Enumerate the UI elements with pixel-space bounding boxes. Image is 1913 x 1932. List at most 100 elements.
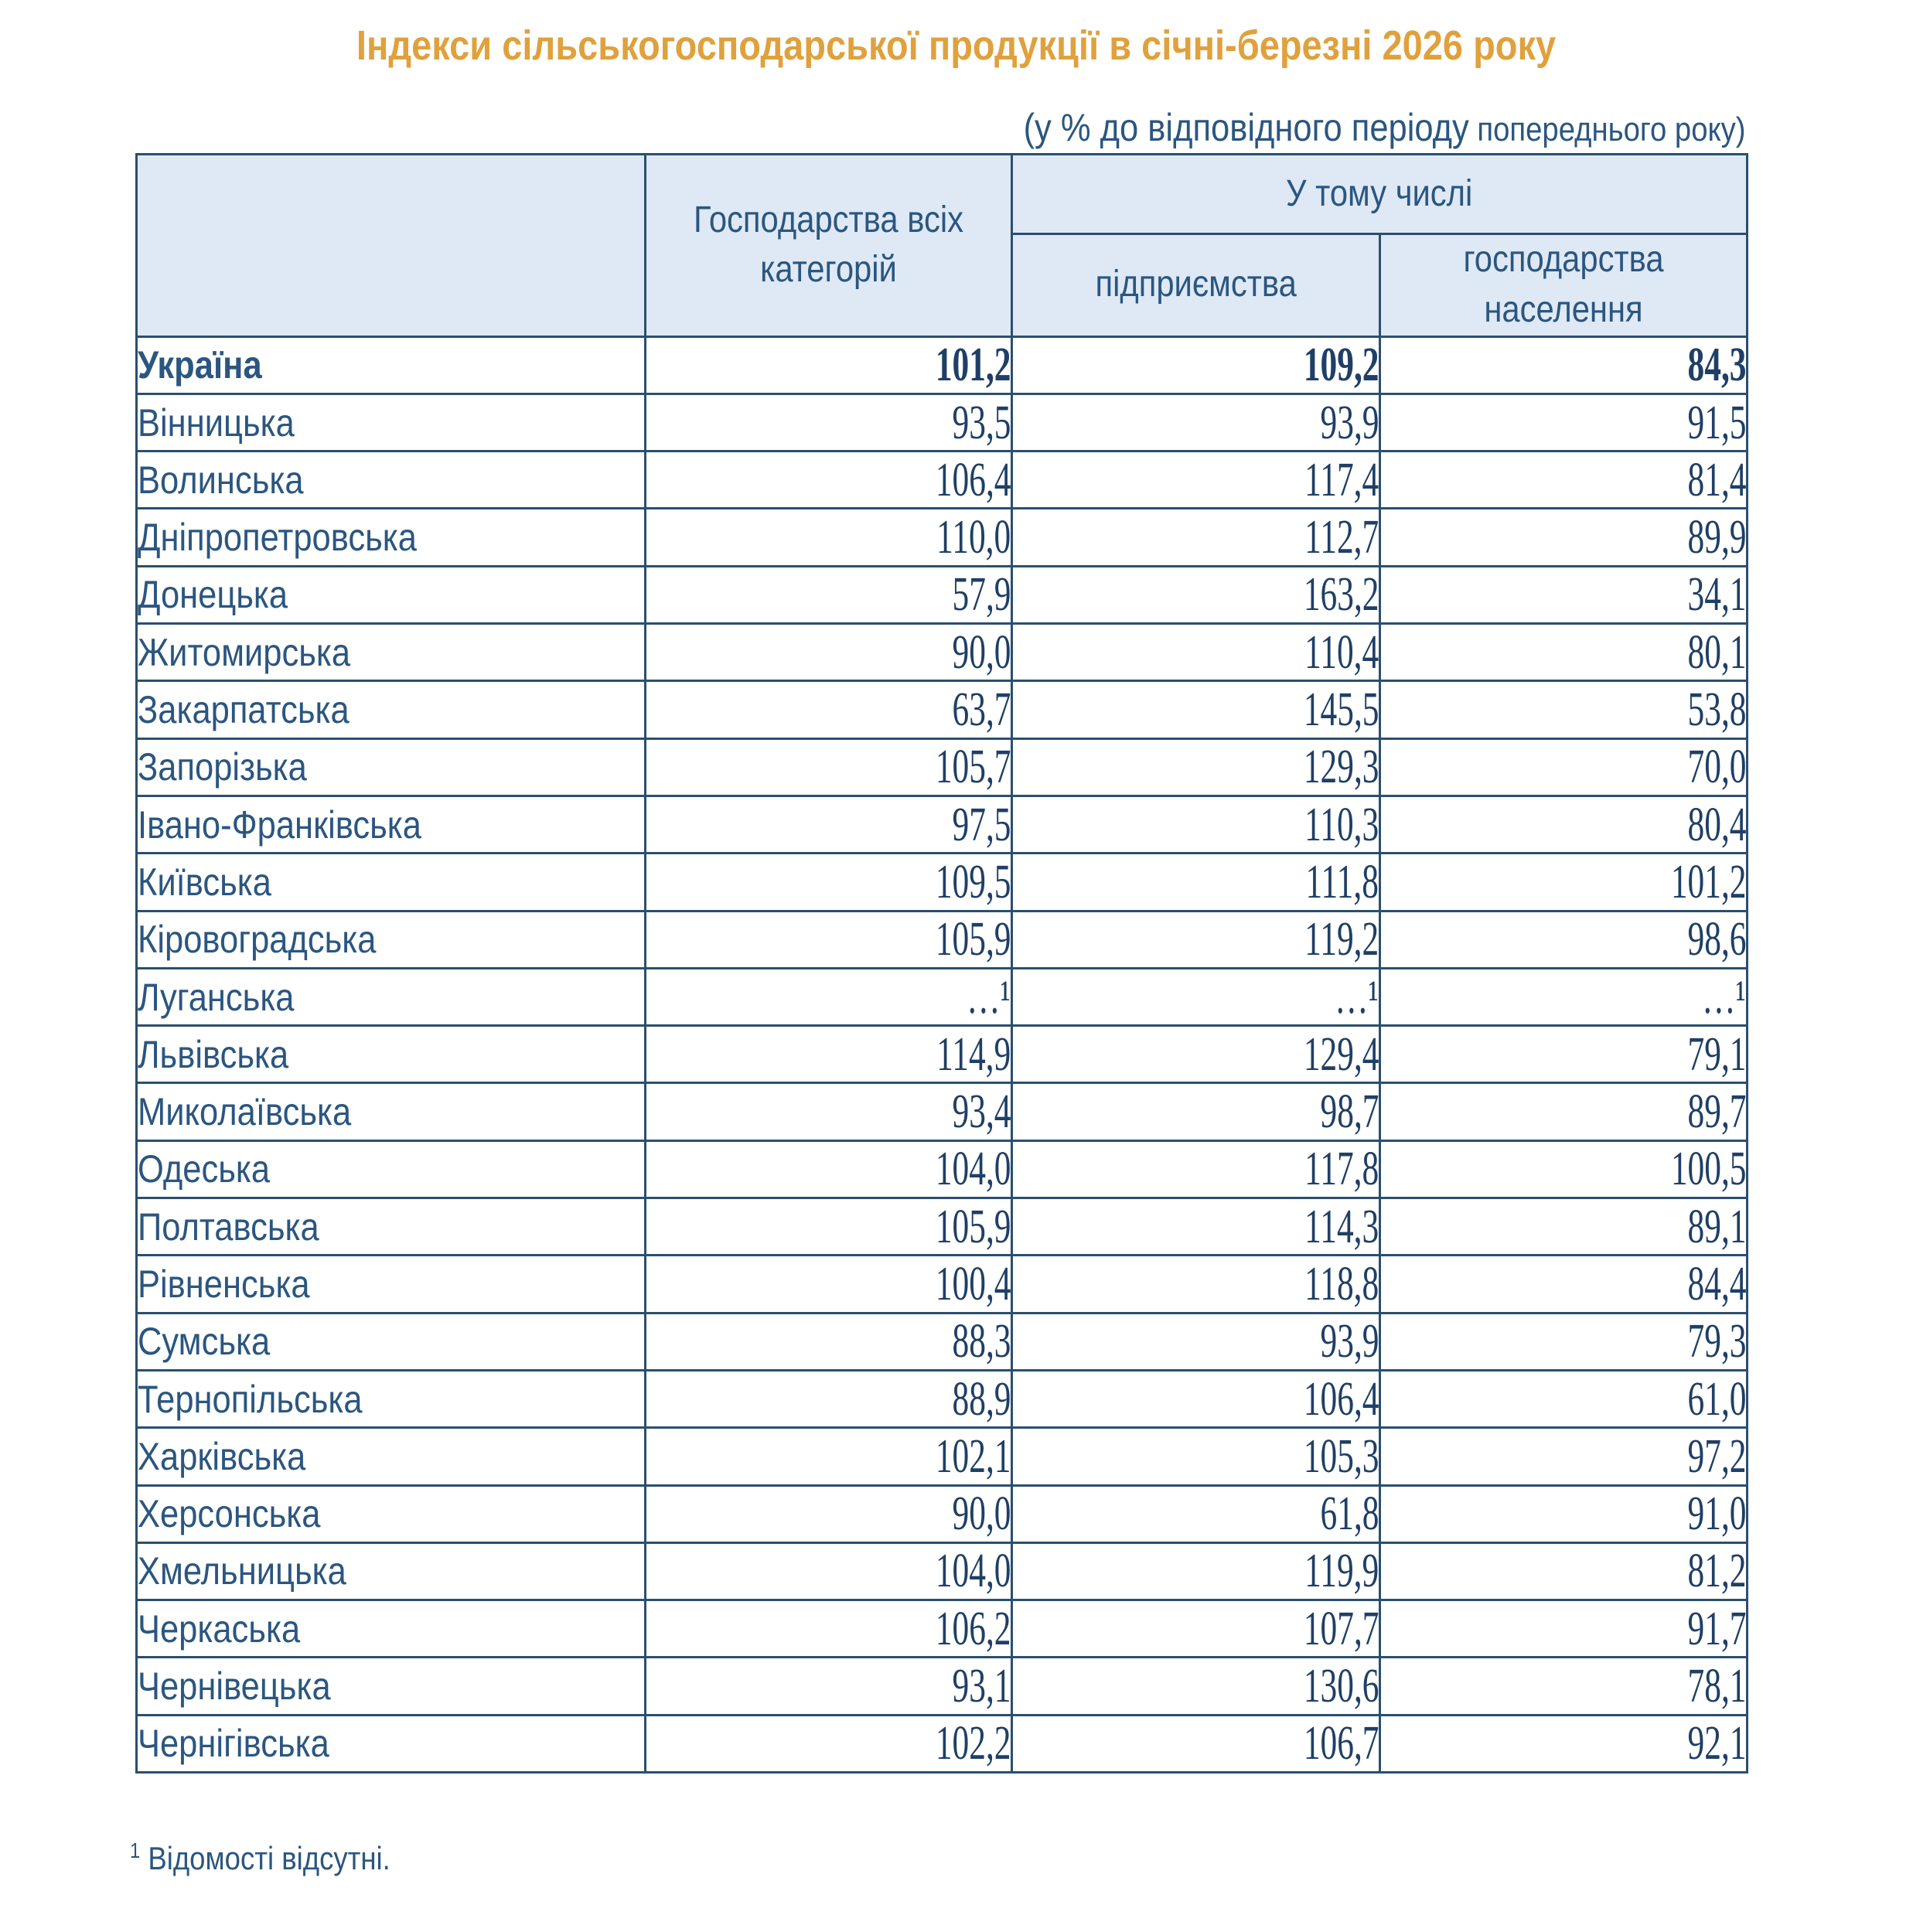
value-households: 91,0 xyxy=(1687,1487,1746,1541)
value-all-farms: 105,7 xyxy=(935,741,1011,794)
value-enterprises: 130,6 xyxy=(1303,1660,1379,1713)
value-households: 84,4 xyxy=(1687,1257,1746,1310)
table-row: Чернігівська 102,2 106,7 92,1 xyxy=(135,1713,1748,1774)
table-row: Черкаська 106,2 107,7 91,7 xyxy=(135,1599,1748,1659)
corner-cell xyxy=(135,153,646,338)
value-households: 80,1 xyxy=(1687,625,1746,679)
value-all-farms: 102,1 xyxy=(935,1429,1011,1483)
value-households: 100,5 xyxy=(1670,1143,1746,1196)
page-title: Індекси сільськогосподарської продукції … xyxy=(0,22,1913,70)
value-households: 92,1 xyxy=(1687,1717,1746,1770)
value-households: 89,9 xyxy=(1687,511,1746,564)
value-households: 98,6 xyxy=(1687,913,1746,966)
value-households: 101,2 xyxy=(1670,855,1746,908)
region-name: Тернопільська xyxy=(138,1377,363,1421)
region-name: Дніпропетровська xyxy=(138,516,417,560)
value-households: 61,0 xyxy=(1687,1372,1746,1426)
value-all-farms: 110,0 xyxy=(936,511,1011,564)
footnote-inner: 1 Відомості відсутні. xyxy=(130,1838,390,1877)
region-name: Харківська xyxy=(138,1434,306,1478)
value-enterprises: 61,8 xyxy=(1320,1487,1379,1541)
table-body: Україна 101,2 109,2 84,3 Вінницька 93,5 … xyxy=(135,335,1748,1774)
header-all-farms-label: Господарства всіх категорій xyxy=(694,199,963,291)
region-name: Луганська xyxy=(138,975,295,1019)
footnote-marker: 1 xyxy=(130,1838,141,1862)
region-name: Сумська xyxy=(138,1320,271,1364)
subtitle: (у % до відповідного періоду попередньог… xyxy=(916,105,1746,150)
subtitle-inner: (у % до відповідного періоду попередньог… xyxy=(1024,105,1746,150)
value-all-farms: …¹ xyxy=(967,970,1011,1024)
region-name: Чернігівська xyxy=(138,1722,329,1766)
table-row: Херсонська 90,0 61,8 91,0 xyxy=(135,1484,1748,1544)
region-name: Львівська xyxy=(138,1032,289,1076)
table-row: Тернопільська 88,9 106,4 61,0 xyxy=(135,1368,1748,1429)
value-enterprises: …¹ xyxy=(1335,970,1379,1024)
value-enterprises: 118,8 xyxy=(1304,1257,1379,1310)
value-enterprises: 106,4 xyxy=(1303,1372,1379,1426)
header-enterprises: підприємства xyxy=(1011,233,1381,338)
header-households: господарства населення xyxy=(1379,233,1748,338)
value-households: 91,5 xyxy=(1687,396,1746,449)
value-enterprises: 93,9 xyxy=(1320,1315,1379,1368)
region-name: Рівненська xyxy=(138,1262,310,1306)
value-enterprises: 117,4 xyxy=(1304,453,1379,506)
value-enterprises: 110,3 xyxy=(1304,798,1379,851)
value-households: 34,1 xyxy=(1687,568,1746,622)
value-all-farms: 93,4 xyxy=(952,1085,1011,1139)
value-households: 79,1 xyxy=(1687,1027,1746,1081)
value-all-farms: 93,5 xyxy=(952,396,1011,449)
value-households: 78,1 xyxy=(1687,1660,1746,1713)
value-all-farms: 104,0 xyxy=(935,1545,1011,1598)
region-name: Донецька xyxy=(138,573,288,617)
table-row: Рівненська 100,4 118,8 84,4 xyxy=(135,1254,1748,1314)
table-header: Господарства всіх категорій У тому числі… xyxy=(135,153,1748,338)
value-enterprises: 110,4 xyxy=(1304,625,1379,679)
table-row: Донецька 57,9 163,2 34,1 xyxy=(135,564,1748,625)
region-name: Черкаська xyxy=(138,1607,301,1651)
table-row: Закарпатська 63,7 145,5 53,8 xyxy=(135,680,1748,740)
region-name: Херсонська xyxy=(138,1492,321,1536)
region-name: Чернівецька xyxy=(138,1665,331,1709)
region-name: Миколаївська xyxy=(138,1090,352,1134)
value-all-farms: 105,9 xyxy=(935,913,1011,966)
table-row: Івано-Франківська 97,5 110,3 80,4 xyxy=(135,794,1748,855)
value-households: …¹ xyxy=(1702,970,1746,1024)
value-all-farms: 114,9 xyxy=(936,1027,1011,1081)
value-all-farms: 57,9 xyxy=(952,568,1011,622)
value-all-farms: 88,9 xyxy=(952,1372,1011,1426)
value-all-farms: 106,4 xyxy=(935,453,1011,506)
table-row: Чернівецька 93,1 130,6 78,1 xyxy=(135,1656,1748,1716)
header-row-1: Господарства всіх категорій У тому числі xyxy=(135,153,1748,338)
subtitle-emphasis: (у % до відповідного періоду xyxy=(1024,106,1470,149)
table-row: Київська 109,5 111,8 101,2 xyxy=(135,852,1748,912)
region-name: Житомирська xyxy=(138,630,351,674)
region-name: Україна xyxy=(138,343,262,387)
table-row: Житомирська 90,0 110,4 80,1 xyxy=(135,622,1748,683)
value-all-farms: 106,2 xyxy=(935,1602,1011,1655)
value-all-farms: 93,1 xyxy=(952,1660,1011,1713)
table-row: Сумська 88,3 93,9 79,3 xyxy=(135,1311,1748,1371)
value-households: 53,8 xyxy=(1687,683,1746,737)
region-name: Закарпатська xyxy=(138,688,350,732)
value-enterprises: 145,5 xyxy=(1303,683,1379,737)
value-enterprises: 119,9 xyxy=(1304,1545,1379,1598)
table-row: Україна 101,2 109,2 84,3 xyxy=(135,335,1748,395)
value-enterprises: 109,2 xyxy=(1303,339,1379,392)
table-row: Полтавська 105,9 114,3 89,1 xyxy=(135,1197,1748,1257)
value-households: 79,3 xyxy=(1687,1315,1746,1368)
value-all-farms: 101,2 xyxy=(935,339,1011,392)
page-title-text: Індекси сільськогосподарської продукції … xyxy=(356,22,1557,69)
value-households: 70,0 xyxy=(1687,741,1746,794)
value-all-farms: 100,4 xyxy=(935,1257,1011,1310)
value-all-farms: 104,0 xyxy=(935,1143,1011,1196)
subtitle-rest: попереднього року) xyxy=(1469,111,1746,148)
value-households: 89,7 xyxy=(1687,1085,1746,1139)
region-name: Київська xyxy=(138,860,271,904)
table-row: Запорізька 105,7 129,3 70,0 xyxy=(135,737,1748,797)
value-all-farms: 63,7 xyxy=(952,683,1011,737)
value-households: 84,3 xyxy=(1687,339,1746,392)
header-row-2: підприємства господарства населення xyxy=(137,233,1748,338)
value-enterprises: 129,4 xyxy=(1303,1027,1379,1081)
header-all-farms: Господарства всіх категорій xyxy=(644,153,1013,338)
table-row: Вінницька 93,5 93,9 91,5 xyxy=(135,392,1748,453)
